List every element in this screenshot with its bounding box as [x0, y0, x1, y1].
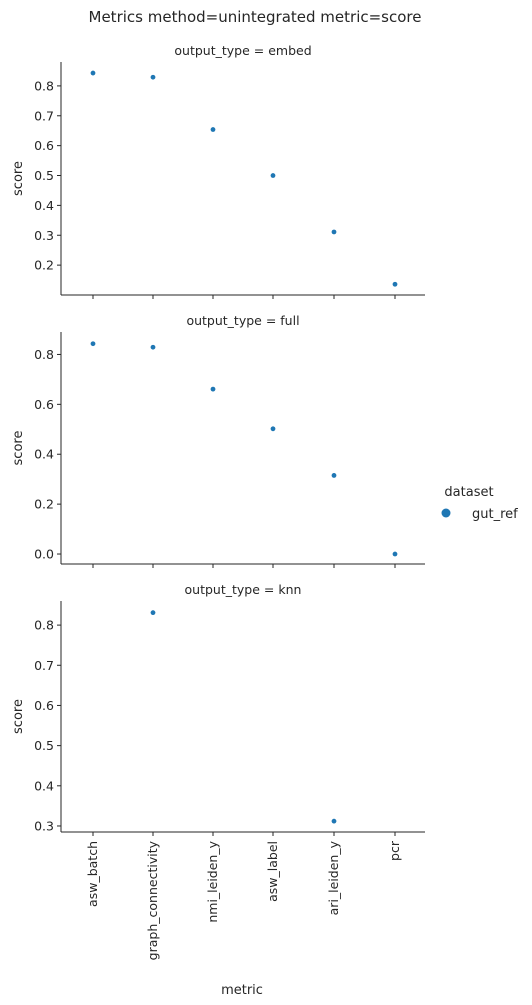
y-tick-label: 0.6	[34, 397, 54, 412]
facet-title: output_type = full	[186, 313, 299, 328]
data-point	[150, 344, 156, 350]
y-tick-label: 0.8	[34, 618, 54, 633]
facet-panels: output_type = embed 0.2 0.3 0.4 0.5 0.6 0.7 0.8…	[11, 43, 425, 960]
facet-title: output_type = knn	[185, 582, 302, 597]
data-point	[392, 551, 398, 557]
data-point	[150, 610, 156, 616]
y-tick-label: 0.6	[34, 698, 54, 713]
data-point	[331, 473, 337, 478]
data-point	[331, 818, 337, 824]
data-point	[150, 74, 156, 80]
legend-label: gut_ref	[472, 507, 518, 522]
x-tick-label: ari_leiden_y	[326, 840, 341, 915]
data-point	[210, 386, 216, 392]
data-point	[210, 127, 216, 132]
legend: dataset gut_ref	[441, 485, 518, 522]
x-tick-label: nmi_leiden_y	[205, 840, 220, 922]
y-tick-label: 0.0	[34, 547, 54, 562]
y-tick-label: 0.5	[34, 168, 54, 183]
y-tick-label: 0.4	[34, 778, 54, 793]
y-tick-label: 0.7	[34, 658, 54, 673]
y-tick-label: 0.3	[34, 818, 54, 833]
y-axis-label: score	[11, 161, 26, 196]
y-tick-label: 0.4	[34, 198, 54, 213]
y-tick-label: 0.8	[34, 78, 54, 93]
y-tick-label: 0.3	[34, 228, 54, 243]
figure-title: Metrics method=unintegrated metric=score	[89, 8, 422, 26]
x-tick-label: asw_label	[265, 841, 280, 902]
y-tick-label: 0.2	[34, 497, 54, 512]
y-tick-label: 0.5	[34, 738, 54, 753]
y-axis-label: score	[11, 699, 26, 734]
data-point	[392, 281, 398, 287]
y-tick-label: 0.8	[34, 347, 54, 362]
legend-title: dataset	[444, 485, 493, 500]
data-point	[270, 426, 276, 432]
data-point	[90, 70, 96, 76]
x-tick-label: asw_batch	[85, 841, 100, 907]
y-tick-label: 0.2	[34, 258, 54, 273]
y-tick-label: 0.4	[34, 447, 54, 462]
data-point	[90, 341, 96, 347]
x-tick-label: graph_connectivity	[145, 840, 160, 960]
y-tick-label: 0.7	[34, 108, 54, 123]
data-point	[331, 229, 337, 235]
data-point	[270, 173, 276, 178]
x-tick-label: pcr	[387, 840, 402, 861]
x-axis-label: metric	[221, 983, 263, 998]
y-tick-label: 0.6	[34, 138, 54, 153]
legend-marker	[441, 508, 451, 518]
y-axis-label: score	[11, 431, 26, 466]
facet-title: output_type = embed	[174, 43, 311, 58]
